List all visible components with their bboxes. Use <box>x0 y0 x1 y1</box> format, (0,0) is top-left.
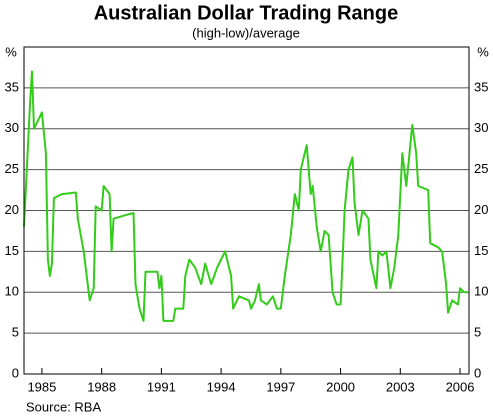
y-unit-left: % <box>5 44 17 59</box>
plot-frame <box>23 46 470 375</box>
data-line <box>23 70 468 322</box>
y-tick-label-right: 15 <box>474 243 488 258</box>
x-tick-label: 1991 <box>147 379 176 394</box>
y-tick-label-right: 20 <box>474 202 488 217</box>
y-tick-label-left: 35 <box>5 79 19 94</box>
y-tick-label-left: 20 <box>5 202 19 217</box>
y-tick-label-right: 30 <box>474 120 488 135</box>
x-tick-label: 2000 <box>326 379 355 394</box>
y-tick-label-left: 30 <box>5 120 19 135</box>
y-tick-label-right: 35 <box>474 79 488 94</box>
x-tick-label: 1985 <box>27 379 56 394</box>
x-tick-label: 1994 <box>207 379 236 394</box>
x-tick-label: 1988 <box>87 379 116 394</box>
chart-title: Australian Dollar Trading Range <box>94 2 399 24</box>
y-unit-right: % <box>477 44 489 59</box>
y-tick-label-left: 10 <box>5 284 19 299</box>
y-tick-label-left: 15 <box>5 243 19 258</box>
y-tick-label-left: 5 <box>12 325 19 340</box>
y-tick-label-left: 25 <box>5 161 19 176</box>
x-tick-label: 1997 <box>266 379 295 394</box>
y-tick-label-right: 5 <box>474 325 481 340</box>
y-tick-label-left: 0 <box>12 365 19 380</box>
y-tick-label-right: 25 <box>474 161 488 176</box>
y-tick-label-right: 0 <box>474 365 481 380</box>
chart-subtitle: (high-low)/average <box>192 25 300 40</box>
source: Source: RBA <box>26 399 101 414</box>
x-tick-label: 2003 <box>386 379 415 394</box>
x-tick-label: 2006 <box>446 379 475 394</box>
y-tick-label-right: 10 <box>474 284 488 299</box>
